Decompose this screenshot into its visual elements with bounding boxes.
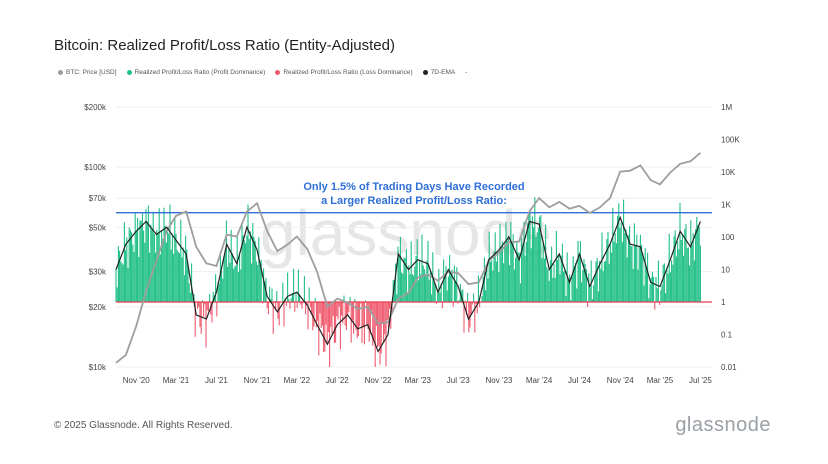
legend-label-profit: Realized Profit/Loss Ratio (Profit Domin… (134, 69, 266, 76)
x-tick-label: Nov '23 (486, 376, 513, 385)
x-tick-label: Nov '24 (607, 376, 634, 385)
x-axis: Nov '20 Mar '21 Jul '21 Nov '21 Mar '22 Jul '… (123, 376, 713, 385)
y-right-tick-label: 0.01 (721, 363, 737, 372)
x-tick-label: Jul '22 (326, 376, 349, 385)
x-tick-label: Mar '22 (284, 376, 311, 385)
y-axis-left: $10k $20k $30k $50k $70k $100k $200k (84, 103, 107, 372)
y-right-tick-label: 1M (721, 103, 732, 112)
y-right-tick-label: 100K (721, 136, 740, 145)
reference-lines (116, 212, 712, 303)
legend-label-ema: 7D-EMA (430, 69, 456, 76)
price-line (115, 152, 701, 364)
annotation-line-2: a Larger Realized Profit/Loss Ratio: (321, 195, 507, 207)
x-tick-label: Jul '24 (568, 376, 591, 385)
y-left-tick-label: $30k (89, 268, 107, 277)
y-left-tick-label: $20k (89, 303, 107, 312)
legend-item-profit[interactable]: Realized Profit/Loss Ratio (Profit Domin… (126, 69, 266, 76)
legend-item-ema[interactable]: 7D-EMA (422, 69, 456, 76)
y-left-tick-label: $50k (89, 223, 107, 232)
x-tick-label: Nov '21 (244, 376, 271, 385)
x-tick-label: Mar '24 (526, 376, 553, 385)
series-lines (115, 152, 701, 364)
chart-svg: glassnode $10k$20k$30k$50k$70k$100k$200k… (84, 103, 740, 385)
x-tick-label: Nov '22 (365, 376, 392, 385)
legend-dot-price (58, 70, 63, 75)
legend-label-loss: Realized Profit/Loss Ratio (Loss Dominan… (283, 69, 413, 76)
y-left-tick-label: $200k (84, 103, 107, 112)
x-tick-label: Jul '21 (205, 376, 228, 385)
brand-logo: glassnode (675, 414, 771, 436)
legend-dot-profit (126, 70, 132, 75)
y-right-tick-label: 0.1 (721, 331, 733, 340)
legend-label-extra: - (465, 69, 468, 76)
legend-dot-ema (422, 70, 428, 75)
chart-title: Bitcoin: Realized Profit/Loss Ratio (Ent… (54, 37, 395, 54)
y-left-tick-label: $70k (89, 194, 107, 203)
y-right-tick-label: 1K (721, 201, 731, 210)
y-right-tick-label: 10K (721, 168, 736, 177)
y-right-tick-label: 1 (721, 298, 726, 307)
ratio-bars (115, 197, 701, 367)
y-left-tick-label: $10k (89, 363, 107, 372)
y-right-tick-label: 100 (721, 233, 735, 242)
legend-item-extra: - (465, 69, 467, 76)
legend-label-price: BTC: Price [USD] (66, 69, 117, 76)
chart-legend: BTC: Price [USD] Realized Profit/Loss Ra… (58, 69, 467, 76)
legend-item-price[interactable]: BTC: Price [USD] (58, 69, 117, 76)
annotation-line-1: Only 1.5% of Trading Days Have Recorded (303, 181, 524, 193)
x-tick-label: Jul '25 (689, 376, 712, 385)
x-tick-label: Jul '23 (447, 376, 470, 385)
legend-item-loss[interactable]: Realized Profit/Loss Ratio (Loss Dominan… (275, 69, 413, 76)
y-left-tick-label: $100k (84, 163, 107, 172)
legend-dot-loss (275, 70, 281, 75)
ema-line (115, 215, 701, 353)
x-tick-label: Mar '23 (405, 376, 432, 385)
copyright-footer: © 2025 Glassnode. All Rights Reserved. (54, 420, 233, 431)
x-tick-label: Nov '20 (123, 376, 150, 385)
grid-lines (116, 106, 712, 368)
x-tick-label: Mar '25 (647, 376, 674, 385)
y-right-tick-label: 10 (721, 266, 730, 275)
y-axis-right: 0.01 0.1 1 10 100 1K 10K 100K 1M (721, 103, 740, 372)
x-tick-label: Mar '21 (163, 376, 190, 385)
